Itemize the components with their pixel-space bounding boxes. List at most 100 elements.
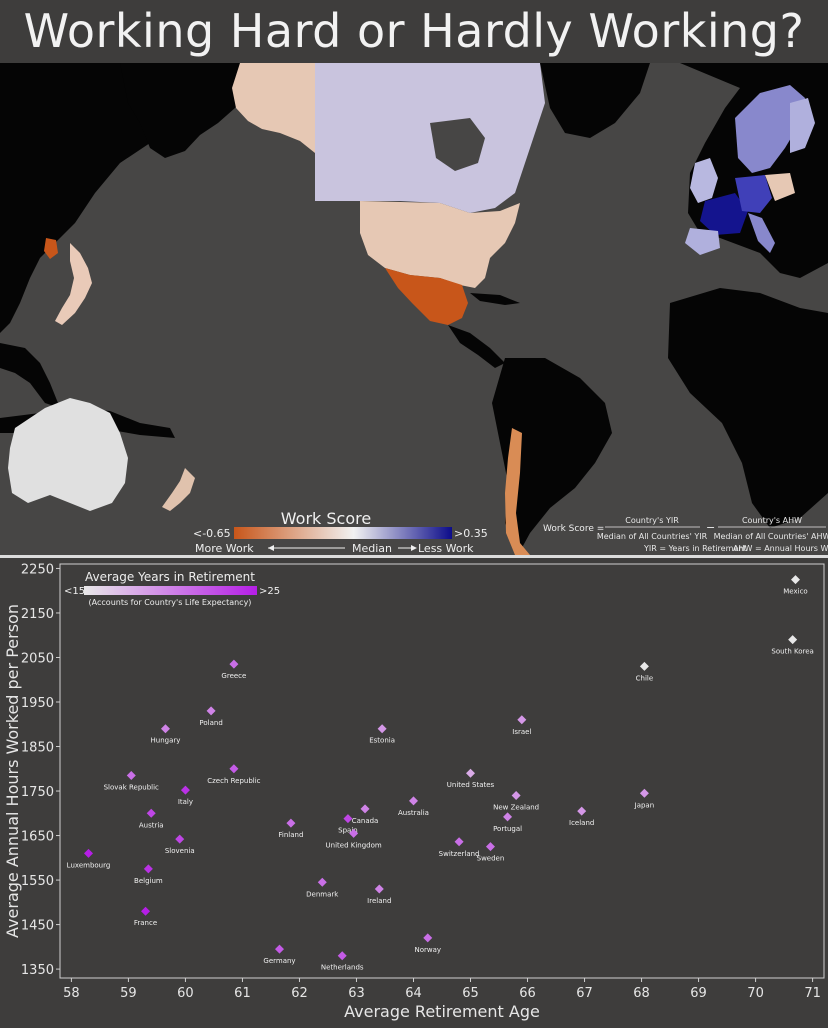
- data-point: New Zealand: [493, 790, 539, 811]
- data-point: Germany: [263, 944, 296, 965]
- point-marker: [454, 837, 464, 847]
- scatter-chart: 58 59 60 61 62 63 64 65 66 67 68 69 70 71 1350 1450 1550…: [3, 562, 825, 1021]
- point-label: Slovak Republic: [104, 783, 159, 791]
- point-marker: [423, 933, 433, 943]
- scandinavia-shape: [735, 85, 805, 173]
- point-label: Israel: [512, 728, 531, 736]
- australia-shape: [8, 398, 128, 511]
- formula-prefix: Work Score =: [543, 524, 604, 534]
- x-tick-label: 67: [576, 986, 593, 1001]
- point-marker: [408, 796, 418, 806]
- yir-legend-subtitle: (Accounts for Country's Life Expectancy): [89, 598, 252, 607]
- point-marker: [360, 804, 370, 814]
- world-map-panel: Work Score <-0.65 >0.35 More Work Median…: [0, 63, 828, 555]
- y-tick-label: 2250: [21, 562, 54, 577]
- y-tick-label: 1750: [21, 785, 54, 800]
- scatter-panel: 58 59 60 61 62 63 64 65 66 67 68 69 70 71 1350 1450 1550…: [0, 558, 828, 1024]
- x-tick-label: 66: [519, 986, 536, 1001]
- point-marker: [160, 724, 170, 734]
- point-marker: [146, 808, 156, 818]
- point-label: Japan: [634, 801, 655, 809]
- new-zealand-shape: [162, 468, 195, 511]
- point-marker: [788, 635, 798, 645]
- formula-term2-numerator: Country's AHW: [742, 516, 802, 525]
- point-marker: [337, 951, 347, 961]
- point-label: Belgium: [134, 877, 163, 885]
- left-arrow-icon: [268, 545, 274, 551]
- y-tick-label: 1350: [21, 963, 54, 978]
- point-marker: [374, 884, 384, 894]
- x-tick-label: 60: [177, 986, 194, 1001]
- y-tick-label: 2050: [21, 651, 54, 666]
- point-label: Switzerland: [439, 850, 480, 858]
- work-score-legend: Work Score <-0.65 >0.35 More Work Median…: [193, 509, 488, 555]
- point-label: Germany: [263, 957, 295, 965]
- point-label: Netherlands: [321, 964, 364, 972]
- median-label: Median: [352, 542, 392, 555]
- data-point: Canada: [352, 804, 378, 825]
- data-point: Iceland: [569, 806, 594, 827]
- point-marker: [577, 806, 587, 816]
- point-label: Italy: [178, 798, 193, 806]
- point-marker: [349, 828, 359, 838]
- data-point: Finland: [278, 818, 303, 839]
- point-label: New Zealand: [493, 803, 539, 811]
- plot-area-frame: [59, 563, 825, 979]
- point-marker: [511, 790, 521, 800]
- poland-shape: [765, 173, 795, 201]
- france-shape: [700, 193, 748, 235]
- data-point: Norway: [414, 933, 441, 954]
- data-point: Belgium: [134, 864, 163, 885]
- point-label: Czech Republic: [207, 777, 260, 785]
- x-tick-label: 64: [405, 986, 422, 1001]
- x-tick-label: 58: [63, 986, 80, 1001]
- point-label: Greece: [221, 672, 246, 680]
- chile-shape: [505, 428, 530, 555]
- point-label: Australia: [398, 809, 429, 817]
- data-point: Poland: [199, 706, 223, 727]
- point-label: Mexico: [783, 588, 807, 596]
- point-label: United Kingdom: [326, 841, 382, 849]
- work-score-legend-title: Work Score: [281, 509, 371, 528]
- usa-shape: [360, 201, 520, 288]
- point-marker: [229, 764, 239, 774]
- data-point: Sweden: [477, 842, 504, 863]
- world-map: Work Score <-0.65 >0.35 More Work Median…: [0, 63, 828, 555]
- asia-landmass: [0, 63, 230, 333]
- data-point: Czech Republic: [207, 764, 261, 785]
- data-point: United Kingdom: [326, 828, 382, 849]
- x-tick-label: 63: [348, 986, 365, 1001]
- data-point: South Korea: [771, 635, 814, 656]
- south-korea-shape: [44, 238, 58, 259]
- data-point: Japan: [634, 788, 655, 809]
- point-marker: [503, 812, 513, 822]
- point-marker: [229, 659, 239, 669]
- point-marker: [317, 877, 327, 887]
- point-marker: [180, 785, 190, 795]
- data-point: Slovak Republic: [104, 770, 159, 791]
- x-tick-label: 68: [633, 986, 650, 1001]
- point-marker: [377, 724, 387, 734]
- less-work-label: Less Work: [418, 542, 474, 555]
- mexico-shape: [385, 268, 468, 325]
- data-point: Austria: [139, 808, 164, 829]
- data-point: Portugal: [493, 812, 522, 833]
- more-work-label: More Work: [195, 542, 254, 555]
- point-label: Finland: [278, 831, 303, 839]
- data-point: Hungary: [151, 724, 180, 745]
- south-america-landmass: [492, 358, 612, 555]
- work-score-formula: Work Score = Country's YIR Median of All…: [543, 516, 828, 553]
- data-point: Luxembourg: [67, 848, 111, 869]
- point-marker: [84, 848, 94, 858]
- y-tick-label: 1450: [21, 919, 54, 934]
- point-marker: [790, 575, 800, 585]
- formula-minus: −: [706, 521, 715, 534]
- y-tick-label: 1850: [21, 741, 54, 756]
- y-tick-label: 1650: [21, 830, 54, 845]
- x-tick-label: 62: [291, 986, 308, 1001]
- right-arrow-icon: [411, 545, 417, 551]
- greenland-landmass: [540, 63, 650, 138]
- point-label: Luxembourg: [67, 861, 111, 869]
- point-label: South Korea: [771, 648, 813, 656]
- point-label: Chile: [636, 674, 654, 682]
